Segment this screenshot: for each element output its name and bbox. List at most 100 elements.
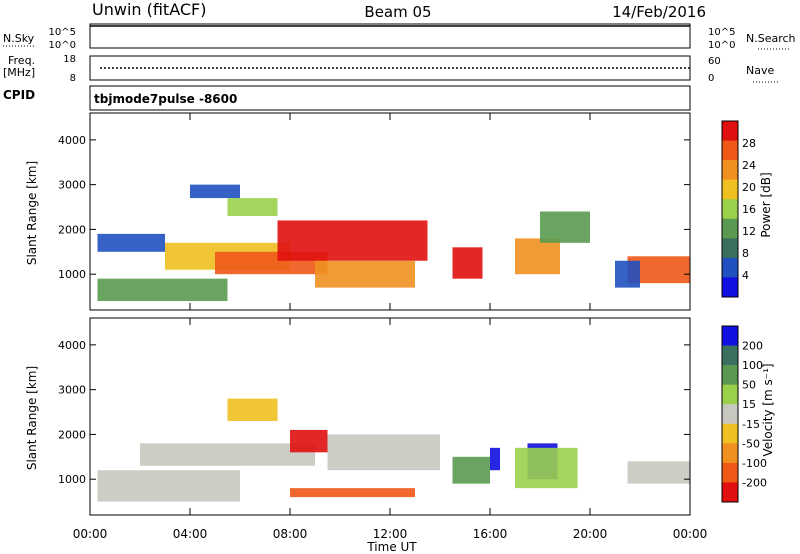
y-tick-label: 1000: [58, 473, 86, 486]
colorbar-segment: [722, 277, 738, 298]
scatter-region-6: [490, 447, 500, 471]
scatter-region-4: [327, 434, 440, 471]
velocity-colorbar-label: Velocity [m s⁻¹]: [761, 363, 775, 456]
scatter-region-9: [627, 461, 690, 484]
nave-top-tick: 60: [708, 56, 721, 67]
freq-label-line2: [MHz]: [3, 66, 35, 79]
x-tick-label: 00:00: [73, 527, 108, 541]
velocity-y-axis-label: Slant Range [km]: [25, 366, 39, 470]
colorbar-segment: [722, 423, 738, 444]
x-tick-label: 08:00: [273, 527, 308, 541]
y-tick-label: 3000: [58, 179, 86, 192]
beam-title: Beam 05: [364, 3, 431, 21]
power-y-axis-label: Slant Range [km]: [25, 161, 39, 265]
station-title: Unwin (fitACF): [92, 0, 206, 19]
scatter-region-8: [515, 447, 578, 489]
x-tick-label: 20:00: [573, 527, 608, 541]
colorbar-tick-label: 20: [742, 181, 756, 194]
scatter-region-7: [190, 184, 240, 199]
scatter-region-0: [97, 470, 240, 502]
colorbar-frame: [721, 120, 739, 298]
velocity-y-axis: 1000 2000 3000 4000: [58, 339, 690, 486]
colorbar-tick-label: 50: [742, 379, 756, 392]
colorbar-tick-label: 12: [742, 225, 756, 238]
scatter-region-6: [227, 198, 278, 216]
nsearch-label: N.Search: [746, 32, 796, 45]
freq-label-line1: Freq.: [8, 54, 35, 67]
colorbar-frame: [721, 325, 739, 503]
scatter-region-3: [290, 488, 415, 498]
scatter-region-0: [97, 278, 228, 302]
colorbar-segment: [722, 140, 738, 161]
colorbar-segment: [722, 199, 738, 220]
y-tick-label: 1000: [58, 268, 86, 281]
y-tick-label: 3000: [58, 384, 86, 397]
scatter-region-8: [452, 247, 483, 279]
colorbar-segment: [722, 179, 738, 200]
colorbar-segment: [722, 326, 738, 347]
colorbar-segment: [722, 160, 738, 181]
scatter-region-1: [97, 233, 165, 252]
nsky-top-tick: 10^5: [49, 27, 76, 38]
colorbar-tick-label: 28: [742, 137, 756, 150]
cpid-label: CPID: [3, 88, 35, 102]
power-colorbar: 4 8 12 16 20 24 28: [721, 120, 756, 298]
nsearch-top-tick: 10^5: [708, 27, 735, 38]
colorbar-tick-label: 15: [742, 398, 756, 411]
cpid-strip: [89, 85, 691, 111]
colorbar-tick-label: -15: [742, 418, 760, 431]
scatter-region-10: [540, 211, 590, 243]
freq-bottom-tick: 8: [70, 73, 76, 84]
colorbar-segment: [722, 121, 738, 142]
power-heatmap: [97, 184, 690, 302]
scatter-region-5: [315, 260, 415, 288]
scatter-region-4: [277, 220, 428, 261]
y-tick-label: 2000: [58, 428, 86, 441]
nsky-bottom-tick: 10^0: [49, 40, 76, 51]
colorbar-tick-label: 200: [742, 340, 763, 353]
x-tick-label: 00:00: [673, 527, 708, 541]
x-tick-label: 16:00: [473, 527, 508, 541]
colorbar-tick-label: -200: [742, 476, 767, 489]
time-axis: 00:00 04:00 08:00 12:00 16:00 20:00 00:00: [73, 113, 708, 541]
y-tick-label: 4000: [58, 339, 86, 352]
power-y-axis: 1000 2000 3000 4000: [58, 134, 690, 281]
colorbar-tick-label: 8: [742, 247, 749, 260]
cpid-text: tbjmode7pulse -8600: [94, 92, 237, 106]
colorbar-tick-label: 100: [742, 359, 763, 372]
colorbar-tick-label: 24: [742, 159, 756, 172]
colorbar-segment: [722, 404, 738, 425]
scatter-region-5: [452, 456, 490, 484]
colorbar-segment: [722, 345, 738, 366]
scatter-region-9: [515, 238, 560, 275]
colorbar-tick-label: 16: [742, 203, 756, 216]
colorbar-segment: [722, 365, 738, 386]
power-colorbar-label: Power [dB]: [759, 172, 773, 237]
colorbar-segment: [722, 257, 738, 278]
velocity-heatmap: [97, 398, 690, 502]
freq-top-tick: 18: [63, 54, 76, 65]
velocity-colorbar: 200 100 50 15 -15 -50 -100 -200: [721, 325, 767, 503]
x-tick-label: 04:00: [173, 527, 208, 541]
scatter-region-1: [140, 443, 315, 466]
colorbar-segment: [722, 443, 738, 464]
nsky-label: N.Sky: [3, 32, 35, 45]
colorbar-segment: [722, 238, 738, 259]
nsearch-bottom-tick: 10^0: [708, 40, 735, 51]
colorbar-tick-label: 4: [742, 269, 749, 282]
y-tick-label: 4000: [58, 134, 86, 147]
nave-label: Nave: [746, 64, 774, 77]
colorbar-segment: [722, 218, 738, 239]
nave-bottom-tick: 0: [708, 73, 714, 84]
scatter-region-10: [227, 398, 278, 421]
time-axis-label: Time UT: [366, 540, 417, 554]
colorbar-tick-label: -50: [742, 437, 760, 450]
colorbar-segment: [722, 482, 738, 503]
colorbar-tick-label: -100: [742, 457, 767, 470]
y-tick-label: 2000: [58, 223, 86, 236]
nsky-strip: [89, 23, 691, 49]
x-tick-label: 12:00: [373, 527, 408, 541]
date-title: 14/Feb/2016: [612, 3, 706, 21]
colorbar-segment: [722, 462, 738, 483]
